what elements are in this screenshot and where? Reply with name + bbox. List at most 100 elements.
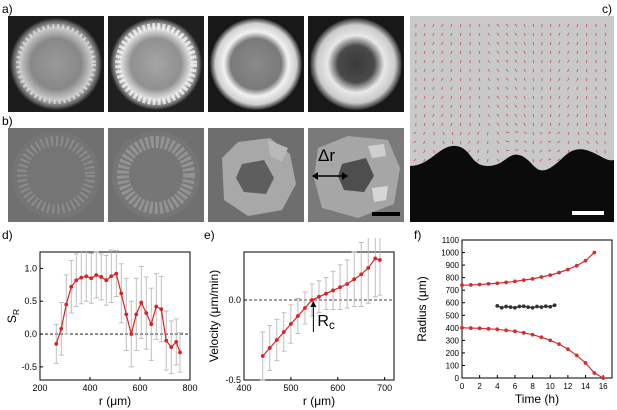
data-point: [352, 277, 357, 282]
data-point: [539, 335, 544, 340]
data-point: [548, 273, 553, 278]
velocity-field-image: [410, 16, 614, 222]
y-axis-label: Velocity (μm/min): [207, 270, 221, 362]
data-point: [79, 275, 84, 280]
data-point: [530, 276, 535, 281]
data-point: [296, 314, 300, 318]
data-point: [513, 329, 517, 334]
y-axis-label: SR: [5, 309, 21, 323]
data-point: [552, 303, 557, 308]
x-tick-label: 14: [581, 382, 590, 391]
x-tick-label: 10: [546, 382, 555, 391]
data-point: [366, 266, 371, 270]
x-tick-label: 0: [460, 382, 465, 391]
data-point: [124, 312, 129, 317]
data-point: [521, 330, 526, 335]
panel-label-d: d): [2, 228, 13, 242]
data-point: [89, 276, 94, 281]
x-tick-label: 8: [530, 382, 535, 391]
data-point: [174, 340, 179, 344]
data-point: [114, 271, 119, 276]
data-point: [530, 305, 535, 310]
data-point: [557, 342, 561, 347]
y-tick-label: 600: [446, 299, 460, 308]
data-point: [468, 283, 473, 287]
colony-image-a2: [108, 16, 204, 112]
delta-r-arrow: [312, 172, 348, 180]
data-point: [94, 273, 99, 277]
orientation-image-b4: [308, 128, 404, 222]
chart-sr-vs-r: 200 400 600 800 -0.5 0.0 0.5 1.0 r (μm) SR: [5, 249, 198, 408]
data-point: [574, 263, 579, 268]
data-point: [495, 327, 500, 332]
data-point: [69, 284, 74, 289]
x-tick-label: 2: [477, 382, 482, 391]
data-point: [378, 258, 382, 262]
x-tick-label: 700: [377, 383, 392, 393]
x-tick-label: 500: [283, 383, 298, 393]
y-tick-label: 1.0: [24, 263, 37, 273]
plot-frame: [39, 251, 191, 381]
orientation-image-b3: [208, 128, 304, 222]
data-point: [317, 294, 321, 299]
data-point: [59, 326, 64, 331]
x-tick-label: 12: [563, 382, 572, 391]
data-point: [592, 250, 597, 255]
data-point: [548, 338, 553, 343]
y-tick-label: 1000: [441, 249, 459, 258]
data-point: [260, 354, 265, 358]
orientation-image-b1: [8, 128, 104, 222]
data-point: [74, 278, 79, 283]
y-tick-label: 200: [446, 349, 460, 358]
data-point: [373, 256, 378, 261]
x-tick-label: 16: [599, 382, 608, 391]
data-point: [508, 305, 513, 310]
rc-arrowhead: [310, 301, 317, 307]
y-tick-label: 0.0: [24, 329, 37, 339]
data-point: [178, 350, 182, 355]
x-tick-label: 600: [330, 383, 345, 393]
y-tick-label: 0.0: [228, 295, 241, 305]
data-point: [109, 274, 114, 279]
data-point: [526, 305, 531, 310]
data-point: [504, 328, 509, 333]
panel-label-a: a): [2, 2, 13, 16]
data-point: [521, 304, 526, 309]
panel-label-f: f): [414, 228, 422, 242]
x-axis-label: r (μm): [303, 394, 335, 408]
data-point: [99, 275, 104, 279]
rc-annotation: Rc: [317, 313, 335, 332]
y-tick-label: 1100: [442, 236, 460, 245]
y-tick-label: -0.5: [21, 362, 37, 372]
data-point: [164, 338, 169, 343]
data-point: [592, 371, 597, 375]
data-point: [104, 278, 109, 283]
data-point: [517, 304, 522, 309]
y-tick-label: 300: [446, 336, 460, 345]
data-point: [574, 353, 579, 358]
data-point: [513, 279, 517, 284]
data-point: [539, 305, 544, 310]
series-line: [461, 252, 595, 286]
data-point: [310, 298, 314, 302]
x-tick-label: 400: [82, 383, 97, 393]
y-tick-label: 900: [446, 261, 460, 270]
data-point: [345, 282, 350, 286]
y-tick-label: 0.5: [24, 296, 37, 306]
data-point: [565, 267, 570, 272]
data-point: [460, 283, 464, 288]
data-point: [303, 306, 307, 310]
data-point: [521, 278, 526, 283]
data-point: [477, 326, 482, 331]
data-point: [288, 322, 293, 326]
data-point: [504, 280, 509, 285]
data-point: [539, 275, 544, 279]
delta-r-label: Δr: [318, 146, 336, 165]
colony-image-a4: [308, 16, 404, 112]
data-point: [486, 282, 491, 286]
data-point: [169, 345, 174, 350]
data-point: [513, 305, 517, 310]
y-tick-label: 400: [446, 324, 460, 333]
x-tick-label: 6: [513, 382, 518, 391]
